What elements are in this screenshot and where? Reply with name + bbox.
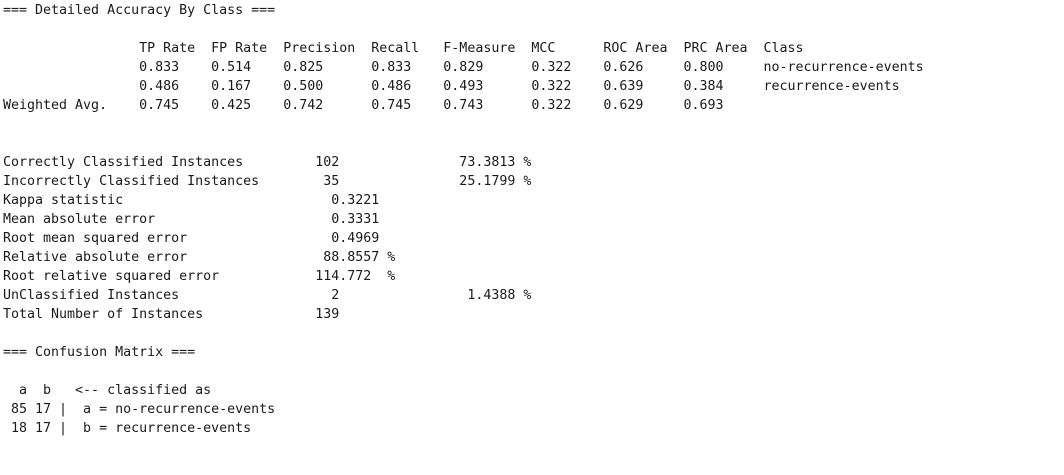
output-line: Total Number of Instances 139 [3, 307, 340, 322]
output-line: 85 17 | a = no-recurrence-events [3, 402, 276, 417]
output-line: 0.486 0.167 0.500 0.486 0.493 0.322 0.63… [3, 79, 900, 94]
output-line: === Confusion Matrix === [3, 345, 196, 360]
output-line: Weighted Avg. 0.745 0.425 0.742 0.745 0.… [3, 98, 724, 113]
output-line: Incorrectly Classified Instances 35 25.1… [3, 174, 532, 189]
output-line [3, 134, 924, 153]
classifier-output-text[interactable]: === Detailed Accuracy By Class === TP Ra… [3, 1, 924, 438]
output-line: TP Rate FP Rate Precision Recall F-Measu… [3, 41, 804, 56]
output-line [3, 324, 924, 343]
output-line: Correctly Classified Instances 102 73.38… [3, 155, 532, 170]
output-line [3, 20, 924, 39]
output-line: UnClassified Instances 2 1.4388 % [3, 288, 532, 303]
output-line: Root relative squared error 114.772 % [3, 269, 396, 284]
output-line: Kappa statistic 0.3221 [3, 193, 380, 208]
output-line: Root mean squared error 0.4969 [3, 231, 380, 246]
output-line: a b <-- classified as [3, 383, 212, 398]
output-line: 18 17 | b = recurrence-events [3, 421, 252, 436]
output-line: Relative absolute error 88.8557 % [3, 250, 396, 265]
output-line: 0.833 0.514 0.825 0.833 0.829 0.322 0.62… [3, 60, 924, 75]
output-line: === Detailed Accuracy By Class === [3, 3, 276, 18]
output-line [3, 362, 924, 381]
output-line: Mean absolute error 0.3331 [3, 212, 380, 227]
output-line [3, 115, 924, 134]
